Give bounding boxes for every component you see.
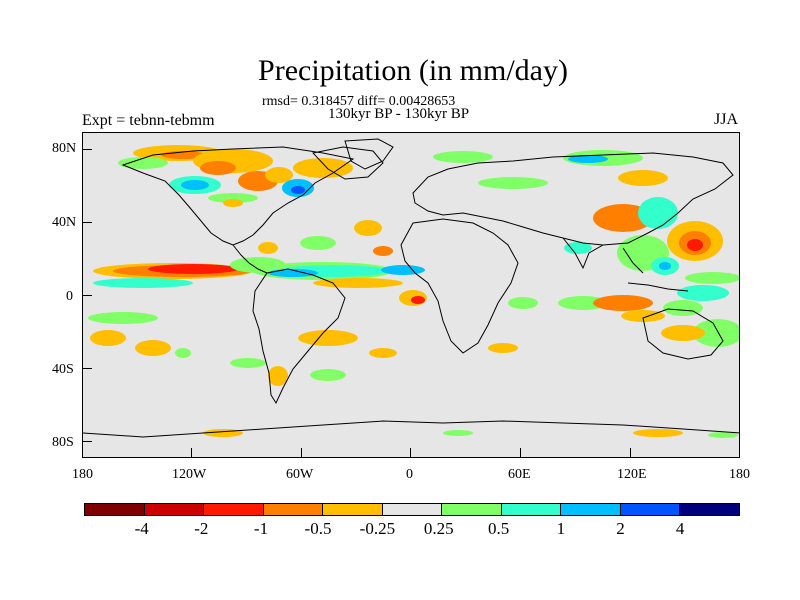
coastlines <box>83 138 739 438</box>
y-tick-label: 40N <box>52 215 77 230</box>
x-tick <box>520 448 521 458</box>
x-tick-label: 120E <box>617 467 647 482</box>
plot-title: Precipitation (in mm/day) <box>258 54 568 87</box>
colorbar-label: -0.5 <box>304 519 332 538</box>
x-tick-label: 60E <box>508 467 531 482</box>
colorbar-label: -2 <box>194 519 209 538</box>
x-tick-label: 180 <box>72 467 93 482</box>
y-tick <box>82 441 92 442</box>
x-tick <box>410 448 411 458</box>
x-tick <box>301 448 302 458</box>
stats-subtitle: rmsd= 0.318457 diff= 0.00428653 <box>262 94 456 109</box>
colorbar-swatch <box>323 504 383 515</box>
y-tick-label: 0 <box>66 289 73 304</box>
colorbar-label: -4 <box>134 519 149 538</box>
y-tick-label: 40S <box>52 362 74 377</box>
y-tick-label: 80S <box>52 435 74 450</box>
colorbar-label: 2 <box>616 519 625 538</box>
x-tick-label: 180 <box>729 467 750 482</box>
x-tick <box>191 448 192 458</box>
y-tick <box>82 295 92 296</box>
x-tick <box>630 448 631 458</box>
x-tick-label: 0 <box>406 467 413 482</box>
precipitation-map <box>82 132 740 458</box>
x-tick-label: 60W <box>286 467 314 482</box>
y-tick <box>82 149 92 150</box>
colorbar-swatch <box>85 504 145 515</box>
y-tick <box>82 368 92 369</box>
colorbar-swatch <box>204 504 264 515</box>
colorbar-swatch <box>382 504 443 515</box>
colorbar <box>84 503 740 516</box>
anomaly-fields <box>88 145 739 438</box>
colorbar-swatch <box>263 504 324 515</box>
colorbar-swatch <box>561 504 621 515</box>
y-tick-label: 80N <box>52 141 77 156</box>
colorbar-swatch <box>680 504 740 515</box>
colorbar-swatch <box>442 504 502 515</box>
map-canvas <box>83 138 739 438</box>
colorbar-swatch <box>144 504 205 515</box>
experiment-label: Expt = tebnn-tebmm <box>82 112 215 129</box>
colorbar-label: -0.25 <box>359 519 396 538</box>
period-subtitle: 130kyr BP - 130kyr BP <box>328 106 470 122</box>
colorbar-swatch <box>501 504 562 515</box>
colorbar-label: 0.25 <box>423 519 454 538</box>
colorbar-label: 0.5 <box>487 519 510 538</box>
colorbar-swatch <box>620 504 681 515</box>
x-tick-label: 120W <box>172 467 207 482</box>
colorbar-label: 1 <box>556 519 566 538</box>
colorbar-label: -1 <box>253 519 269 538</box>
season-label: JJA <box>714 111 739 128</box>
y-tick <box>82 222 92 223</box>
colorbar-label: 4 <box>675 519 685 538</box>
